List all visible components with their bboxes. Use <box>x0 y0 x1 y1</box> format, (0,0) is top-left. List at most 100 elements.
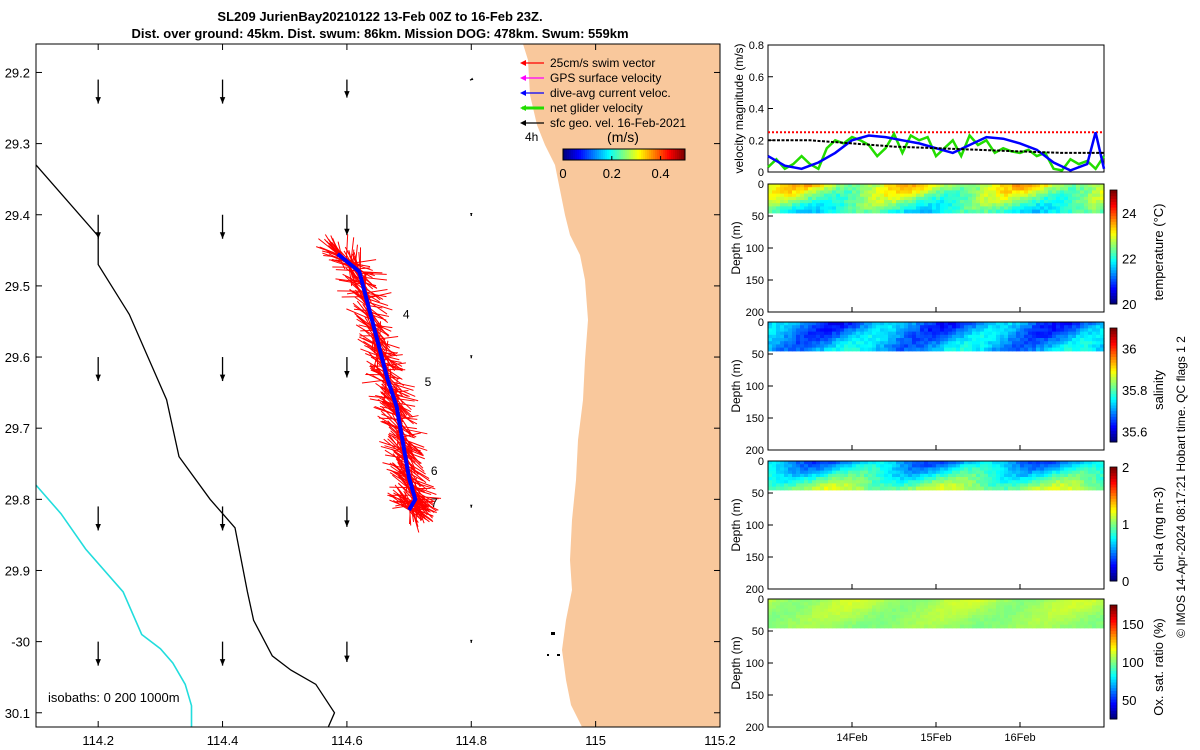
heatmap-cell <box>1080 203 1085 207</box>
heatmap-cell <box>772 618 777 622</box>
heatmap-cell <box>840 200 845 204</box>
colorbar-cell <box>613 149 616 160</box>
heatmap-cell <box>956 200 961 204</box>
heatmap-cell <box>940 338 945 342</box>
heatmap-cell <box>848 602 853 606</box>
heatmap-cell <box>1072 602 1077 606</box>
heatmap-cell <box>1036 467 1041 472</box>
heatmap-cell <box>956 605 961 610</box>
swim-vector-line <box>372 322 392 332</box>
heatmap-cell <box>892 206 897 211</box>
heatmap-cell <box>852 608 857 613</box>
heatmap-cell <box>900 331 905 336</box>
heatmap-cell <box>772 477 777 481</box>
heatmap-cell <box>980 618 985 622</box>
heatmap-cell <box>1056 344 1061 349</box>
heatmap-cell <box>960 621 965 626</box>
heatmap-cell <box>1036 334 1041 339</box>
swim-vector-line <box>404 454 425 472</box>
heatmap-cell <box>904 624 909 629</box>
heatmap-cell <box>1004 209 1009 214</box>
legend-swatch-head <box>520 120 526 126</box>
heatmap-cell <box>952 334 957 339</box>
heatmap-cell <box>776 599 781 603</box>
heatmap-cell <box>768 325 773 329</box>
isobath-1000m-line <box>35 484 193 727</box>
heatmap-cell <box>1020 196 1025 201</box>
vector-head <box>344 370 350 378</box>
heatmap-cell <box>988 480 993 484</box>
heatmap-cell <box>836 331 841 336</box>
heatmap-cell <box>884 200 889 204</box>
heatmap-cell <box>768 331 773 336</box>
heatmap-cell <box>984 470 989 475</box>
heatmap-cell <box>1028 190 1033 195</box>
heatmap-cell <box>844 190 849 195</box>
heatmap-cell <box>1088 615 1093 619</box>
colorbar-cell <box>1110 521 1117 525</box>
heatmap-cell <box>1008 347 1013 352</box>
heatmap-cell <box>892 344 897 349</box>
heatmap-cell <box>1004 467 1009 472</box>
heatmap-cell <box>772 206 777 211</box>
heatmap-cell <box>1068 322 1073 326</box>
heatmap-cell <box>1032 621 1037 626</box>
heatmap-cell <box>812 184 817 188</box>
heatmap-cell <box>800 331 805 336</box>
swim-vector-line <box>400 427 428 435</box>
heatmap-cell <box>1008 461 1013 465</box>
heatmap-cell <box>932 190 937 195</box>
heatmap-cell <box>1088 338 1093 342</box>
heatmap-cell <box>836 334 841 339</box>
heatmap-cell <box>1076 467 1081 472</box>
heatmap-cell <box>776 618 781 622</box>
colorbar-cell <box>573 149 576 160</box>
heatmap-cell <box>1000 605 1005 610</box>
heatmap-cell <box>1008 464 1013 468</box>
heatmap-cell <box>968 480 973 484</box>
heatmap-cell <box>956 624 961 629</box>
heatmap-cell <box>844 334 849 339</box>
depth-tick-label: 0 <box>758 456 764 468</box>
heatmap-cell <box>820 200 825 204</box>
heatmap-cell <box>1084 464 1089 468</box>
heatmap-cell <box>1084 467 1089 472</box>
heatmap-cell <box>816 486 821 491</box>
heatmap-cell <box>968 341 973 345</box>
heatmap-cell <box>772 480 777 484</box>
colorbar-cell <box>569 149 572 160</box>
heatmap-cell <box>992 486 997 491</box>
heatmap-cell <box>984 467 989 472</box>
heatmap-cell <box>960 483 965 488</box>
heatmap-cell <box>1092 344 1097 349</box>
heatmap-cell <box>1028 331 1033 336</box>
heatmap-cell <box>1056 206 1061 211</box>
heatmap-cell <box>936 196 941 201</box>
heatmap-cell <box>972 347 977 352</box>
colorbar-tick-label: 150 <box>1122 617 1144 632</box>
heatmap-cell <box>1084 599 1089 603</box>
heatmap-cell <box>1040 470 1045 475</box>
heatmap-cell <box>972 611 977 616</box>
heatmap-cell <box>916 470 921 475</box>
heatmap-cell <box>924 615 929 619</box>
heatmap-cell <box>1048 200 1053 204</box>
heatmap-cell <box>1076 621 1081 626</box>
colorbar-cell <box>623 149 626 160</box>
heatmap-cell <box>1020 605 1025 610</box>
heatmap-cell <box>952 618 957 622</box>
heatmap-cell <box>868 602 873 606</box>
heatmap-cell <box>976 464 981 468</box>
heatmap-cell <box>848 206 853 211</box>
heatmap-cell <box>1020 467 1025 472</box>
heatmap-cell <box>968 200 973 204</box>
heatmap-cell <box>908 209 913 214</box>
heatmap-cell <box>872 467 877 472</box>
heatmap-cell <box>776 461 781 465</box>
heatmap-cell <box>820 480 825 484</box>
heatmap-cell <box>928 184 933 188</box>
heatmap-cell <box>788 190 793 195</box>
heatmap-cell <box>824 467 829 472</box>
heatmap-cell <box>768 483 773 488</box>
